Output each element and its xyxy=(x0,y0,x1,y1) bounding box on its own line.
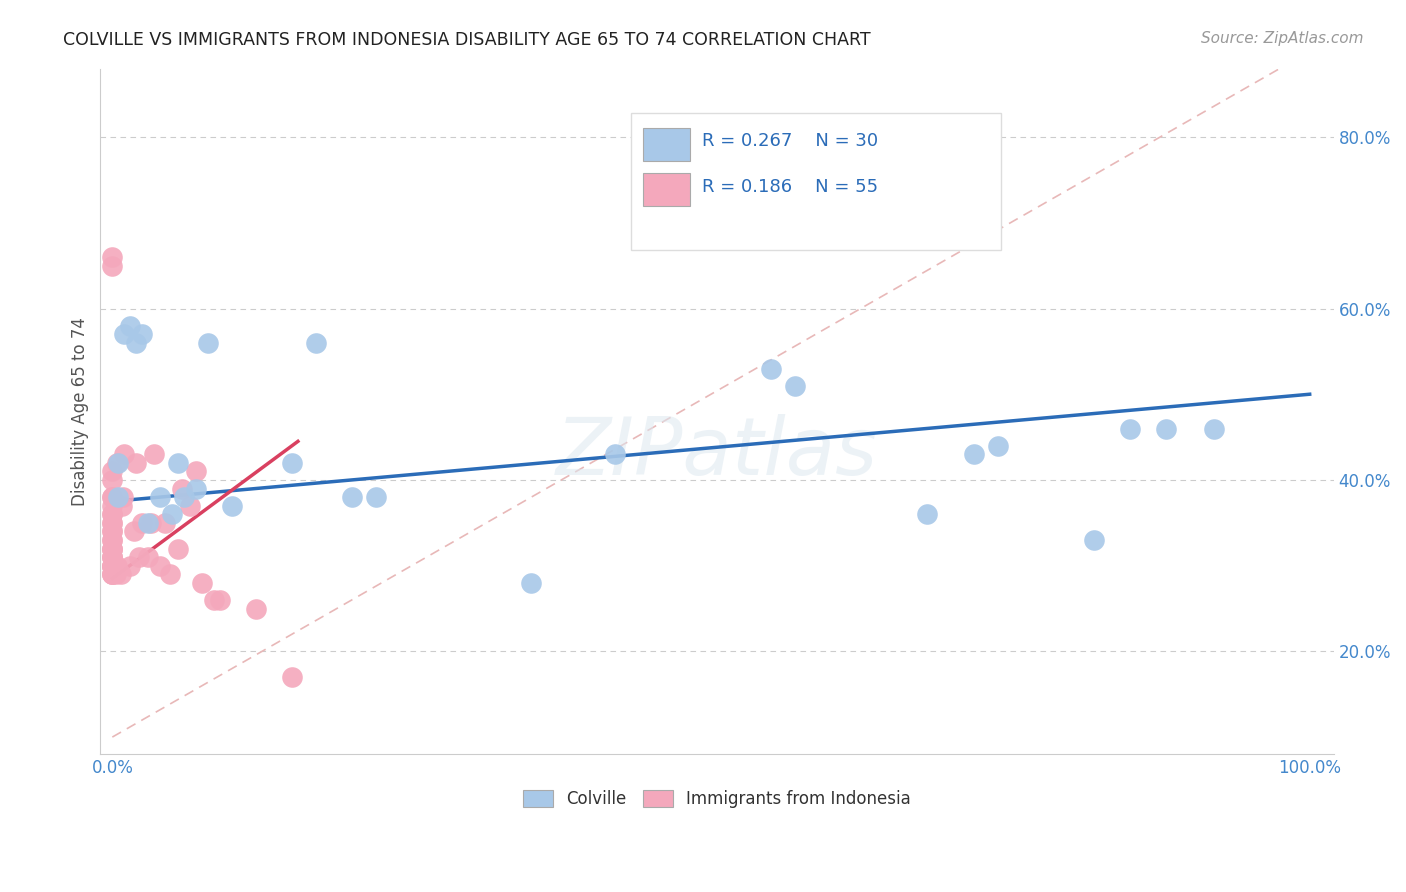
Point xyxy=(153,516,176,530)
Point xyxy=(136,516,159,530)
Point xyxy=(107,456,129,470)
Point xyxy=(101,558,124,573)
Point xyxy=(101,507,124,521)
Point xyxy=(101,250,124,264)
Point xyxy=(101,550,124,565)
Text: COLVILLE VS IMMIGRANTS FROM INDONESIA DISABILITY AGE 65 TO 74 CORRELATION CHART: COLVILLE VS IMMIGRANTS FROM INDONESIA DI… xyxy=(63,31,870,49)
Point xyxy=(101,259,124,273)
Point xyxy=(281,456,304,470)
Point xyxy=(101,490,124,504)
Point xyxy=(101,473,124,487)
Point xyxy=(844,233,866,247)
Point xyxy=(101,507,124,521)
Point xyxy=(245,601,267,615)
Point xyxy=(125,456,148,470)
Point xyxy=(170,482,193,496)
Point xyxy=(987,439,1010,453)
Point xyxy=(101,524,124,539)
Point xyxy=(101,464,124,478)
Point xyxy=(105,558,128,573)
Point xyxy=(122,524,145,539)
Y-axis label: Disability Age 65 to 74: Disability Age 65 to 74 xyxy=(72,317,89,506)
FancyBboxPatch shape xyxy=(643,173,690,206)
Point xyxy=(1202,421,1225,435)
Point xyxy=(209,593,232,607)
Point xyxy=(101,533,124,547)
Point xyxy=(191,575,214,590)
FancyBboxPatch shape xyxy=(643,128,690,161)
Point xyxy=(197,335,219,350)
Point xyxy=(520,575,543,590)
Point xyxy=(101,541,124,556)
Point xyxy=(915,507,938,521)
Point xyxy=(149,490,172,504)
Point xyxy=(305,335,328,350)
Point xyxy=(120,318,142,333)
Point xyxy=(759,361,782,376)
Point xyxy=(101,499,124,513)
Point xyxy=(101,550,124,565)
Point xyxy=(143,447,166,461)
Point xyxy=(105,456,128,470)
Text: ZIPatlas: ZIPatlas xyxy=(555,414,879,491)
Point xyxy=(101,524,124,539)
Point xyxy=(131,327,153,342)
Point xyxy=(112,447,135,461)
Point xyxy=(101,567,124,582)
Point xyxy=(104,567,127,582)
Point xyxy=(107,490,129,504)
Point xyxy=(128,550,150,565)
Point xyxy=(110,567,132,582)
Point xyxy=(101,516,124,530)
Point xyxy=(1119,421,1142,435)
Point xyxy=(149,558,172,573)
Point xyxy=(101,541,124,556)
Point xyxy=(159,567,181,582)
Point xyxy=(160,507,183,521)
Point xyxy=(101,558,124,573)
Point xyxy=(136,550,159,565)
Point xyxy=(340,490,363,504)
Point xyxy=(139,516,162,530)
Point xyxy=(963,447,986,461)
Point xyxy=(179,499,201,513)
Point xyxy=(101,567,124,582)
Point xyxy=(173,490,195,504)
Point xyxy=(112,327,135,342)
Legend: Colville, Immigrants from Indonesia: Colville, Immigrants from Indonesia xyxy=(516,783,918,814)
Point xyxy=(186,482,208,496)
Point xyxy=(221,499,243,513)
Point xyxy=(186,464,208,478)
Point xyxy=(101,533,124,547)
Text: Source: ZipAtlas.com: Source: ZipAtlas.com xyxy=(1201,31,1364,46)
Point xyxy=(101,490,124,504)
Point xyxy=(101,516,124,530)
Point xyxy=(111,499,134,513)
Point xyxy=(1083,533,1105,547)
Point xyxy=(101,541,124,556)
Point xyxy=(120,558,142,573)
Point xyxy=(125,335,148,350)
Point xyxy=(112,490,135,504)
Point xyxy=(131,516,153,530)
Point xyxy=(281,670,304,684)
Point xyxy=(167,456,190,470)
Point xyxy=(605,447,627,461)
Point xyxy=(167,541,190,556)
Point xyxy=(101,558,124,573)
Text: R = 0.186    N = 55: R = 0.186 N = 55 xyxy=(702,178,879,196)
Point xyxy=(101,567,124,582)
Point xyxy=(1154,421,1177,435)
Point xyxy=(783,378,806,392)
FancyBboxPatch shape xyxy=(631,113,1001,251)
Point xyxy=(101,558,124,573)
Point xyxy=(101,550,124,565)
Text: R = 0.267    N = 30: R = 0.267 N = 30 xyxy=(702,131,879,150)
Point xyxy=(364,490,387,504)
Point xyxy=(202,593,225,607)
